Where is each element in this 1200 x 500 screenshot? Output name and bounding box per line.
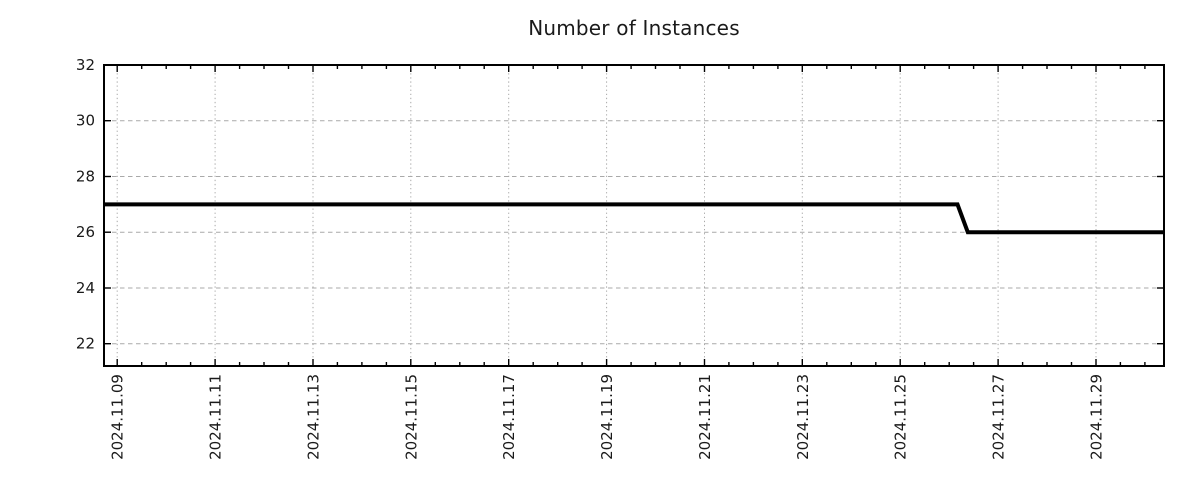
x-tick-label: 2024.11.19: [598, 374, 616, 460]
y-tick-label: 32: [76, 56, 95, 74]
x-tick-label: 2024.11.21: [696, 374, 714, 460]
series-line: [104, 202, 1164, 235]
x-tick-label: 2024.11.27: [990, 374, 1008, 460]
x-tick-label: 2024.11.15: [402, 374, 420, 460]
y-tick-label: 30: [76, 112, 95, 130]
x-tick-label: 2024.11.29: [1088, 374, 1106, 460]
y-tick-label: 22: [76, 335, 95, 353]
y-tick-label: 26: [76, 223, 95, 241]
x-tick-label: 2024.11.25: [892, 374, 910, 460]
chart-title: Number of Instances: [528, 16, 740, 40]
x-tick-label: 2024.11.23: [794, 374, 812, 460]
x-tick-label: 2024.11.17: [500, 374, 518, 460]
x-tick-label: 2024.11.09: [109, 374, 127, 460]
y-tick-label: 24: [76, 279, 95, 297]
y-tick-label: 28: [76, 168, 95, 186]
x-tick-label: 2024.11.13: [305, 374, 323, 460]
x-tick-label: 2024.11.11: [207, 374, 225, 460]
plot-border: [103, 64, 1165, 367]
